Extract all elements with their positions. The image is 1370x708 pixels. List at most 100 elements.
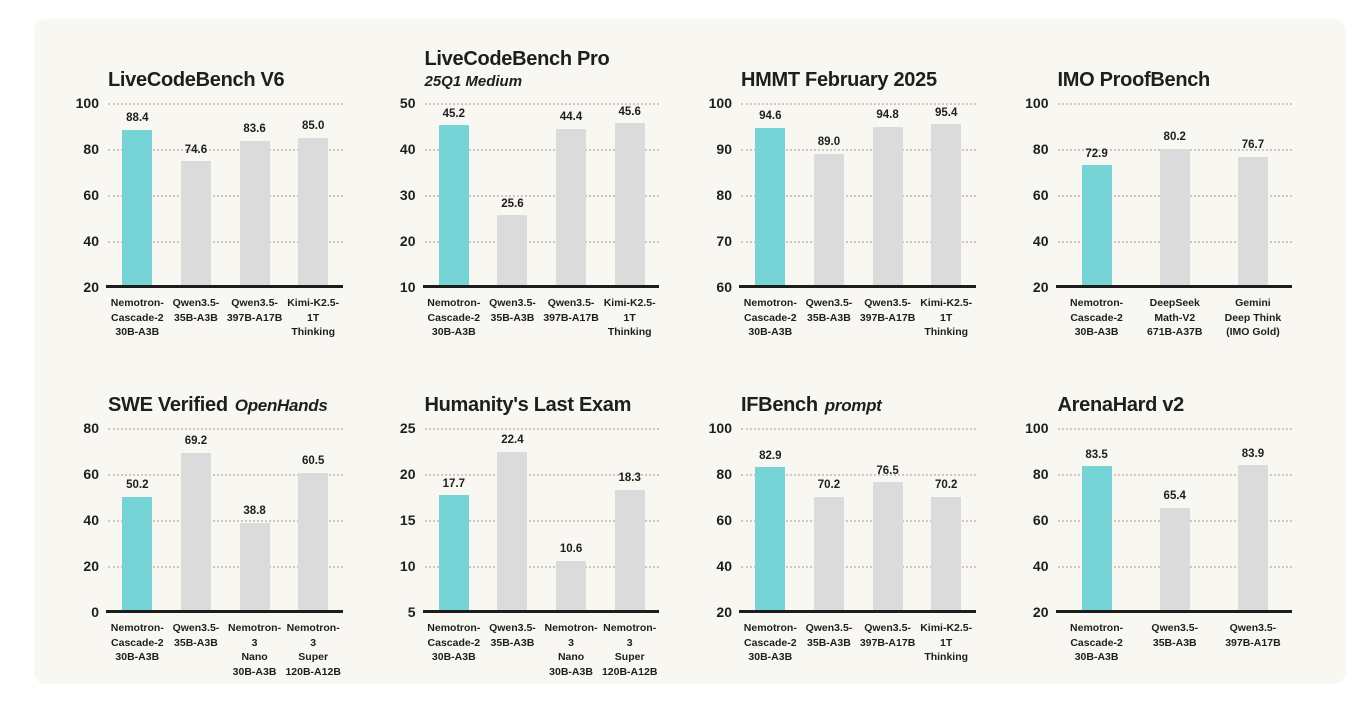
y-tick-label: 60 [83, 187, 99, 203]
gridline [108, 566, 343, 569]
y-tick-label: 60 [1032, 187, 1049, 203]
x-category-label: Qwen3.5- 35B-A3B [172, 622, 220, 649]
charts-grid: LiveCodeBench V6 100 80 60 40 20 88.4 74.6 83.6 8… [34, 19, 1346, 680]
y-tick-label: 100 [708, 95, 732, 111]
chart-title-block: LiveCodeBench V6 [108, 45, 371, 91]
chart-plot-area: 50 40 30 20 10 45.2 25.6 44.4 45.6 [385, 96, 688, 294]
bar [122, 129, 153, 287]
y-tick-label: 20 [716, 604, 732, 621]
bar-slot: 65.4 [1136, 428, 1214, 613]
bar-slot: 69.2 [167, 428, 226, 613]
y-tick-label: 40 [83, 233, 99, 249]
x-category-label: Nemotron- Cascade-2 30B-A3B [743, 297, 797, 339]
bar-slot: 38.8 [225, 428, 284, 613]
y-axis: 100 80 60 40 20 [1018, 96, 1058, 294]
bar-value-label: 94.8 [876, 109, 899, 122]
chart-title-block: Humanity's Last Exam [425, 370, 688, 416]
y-tick-label: 40 [1032, 558, 1049, 575]
bar-value-label: 83.5 [1085, 448, 1108, 461]
x-category-label: Qwen3.5- 397B-A17B [1225, 622, 1281, 649]
chart-title-block: LiveCodeBench Pro 25Q1 Medium [425, 45, 688, 91]
bar [1237, 465, 1268, 613]
plot-region: 17.7 22.4 10.6 18.3 [422, 428, 660, 614]
bar [614, 123, 645, 287]
plot-region: 72.9 80.2 76.7 [1055, 103, 1293, 288]
gridline [1057, 103, 1292, 105]
y-tick-label: 90 [716, 141, 732, 157]
bar [1081, 165, 1112, 287]
x-labels: Nemotron- Cascade-2 30B-A3B Qwen3.5- 35B-… [425, 296, 660, 340]
bar-value-label: 80.2 [1163, 131, 1186, 144]
x-labels: Nemotron- Cascade-2 30B-A3B DeepSeek Math… [1058, 296, 1293, 340]
bar-value-label: 17.7 [442, 477, 466, 490]
y-tick-label: 80 [83, 420, 99, 437]
bars-group: 83.5 65.4 83.9 [1058, 428, 1293, 613]
bar [813, 496, 844, 613]
y-tick-label: 20 [1032, 279, 1049, 295]
gridline [424, 520, 659, 523]
bar-slot: 74.6 [167, 103, 226, 287]
bars-group: 72.9 80.2 76.7 [1058, 103, 1293, 287]
bar-value-label: 83.6 [243, 123, 266, 136]
chart-title: HMMT February 2025 [741, 69, 1004, 91]
gridline [741, 428, 976, 431]
gridline [741, 520, 976, 523]
x-axis-line [1055, 610, 1292, 614]
bar-value-label: 94.6 [759, 110, 782, 123]
x-category-label: Kimi-K2.5-1T Thinking [920, 622, 973, 664]
x-axis-line [106, 610, 343, 614]
bars-group: 82.9 70.2 76.5 70.2 [741, 428, 976, 613]
bar-slot: 18.3 [600, 428, 659, 613]
y-tick-label: 60 [716, 279, 732, 295]
x-category-label: Nemotron-3 Super 120B-A12B [601, 622, 658, 679]
chart-title: SWE Verified OpenHands [108, 394, 371, 416]
x-category-label: Qwen3.5- 35B-A3B [489, 622, 536, 649]
bar-slot: 45.6 [600, 103, 659, 287]
y-tick-label: 20 [83, 558, 99, 575]
bar [239, 140, 270, 287]
x-labels-spacer [68, 296, 108, 340]
x-category-label: Nemotron- Cascade-2 30B-A3B [427, 297, 481, 339]
bar-slot: 25.6 [483, 103, 542, 287]
plot-region: 88.4 74.6 83.6 85.0 [106, 103, 343, 288]
y-tick-label: 60 [83, 466, 99, 483]
x-axis-line [1055, 285, 1292, 288]
y-axis: 100 80 60 40 20 [701, 421, 741, 619]
bar-value-label: 60.5 [301, 455, 325, 468]
bar-value-label: 95.4 [934, 106, 958, 119]
chart-title-text: SWE Verified [108, 394, 228, 417]
chart-plot-area: 25 20 15 10 5 17.7 22.4 10.6 18.3 [385, 421, 688, 619]
bar [180, 161, 211, 287]
x-category-label: Qwen3.5- 35B-A3B [172, 297, 220, 324]
y-axis: 100 80 60 40 20 [1018, 421, 1058, 619]
bar [556, 128, 587, 287]
chart-title-block: HMMT February 2025 [741, 45, 1004, 91]
bar-slot: 72.9 [1058, 103, 1136, 287]
gridline [741, 149, 976, 151]
bar [872, 126, 903, 287]
benchmark-panel: LiveCodeBench V6 100 80 60 40 20 88.4 74.6 83.6 8… [34, 19, 1346, 684]
y-tick-label: 80 [83, 141, 99, 157]
y-tick-label: 30 [399, 187, 416, 203]
y-tick-label: 15 [399, 512, 416, 529]
bar-slot: 76.7 [1214, 103, 1292, 287]
x-category-label: Nemotron- Cascade-2 30B-A3B [1070, 297, 1124, 339]
y-tick-label: 100 [708, 420, 732, 437]
x-category-label: Qwen3.5- 397B-A17B [543, 297, 599, 324]
x-category-label: Nemotron- Cascade-2 30B-A3B [110, 622, 164, 664]
gridline [741, 474, 976, 477]
y-tick-label: 70 [716, 233, 732, 249]
chart-plot-area: 100 90 80 70 60 94.6 89.0 94.8 95.4 [701, 96, 1004, 294]
x-labels: Nemotron- Cascade-2 30B-A3B Qwen3.5- 35B-… [741, 296, 976, 340]
y-tick-label: 50 [399, 95, 416, 111]
bar [122, 496, 153, 613]
bar-value-label: 22.4 [501, 434, 524, 447]
x-category-label: Qwen3.5- 397B-A17B [226, 297, 283, 324]
bar [755, 127, 786, 287]
gridline [741, 103, 976, 105]
chart-title-block: ArenaHard v2 [1058, 370, 1321, 416]
bar-slot: 85.0 [284, 103, 343, 287]
x-category-label: DeepSeek Math-V2 671B-A37B [1147, 297, 1203, 339]
gridline [108, 103, 343, 105]
bars-group: 17.7 22.4 10.6 18.3 [425, 428, 660, 613]
